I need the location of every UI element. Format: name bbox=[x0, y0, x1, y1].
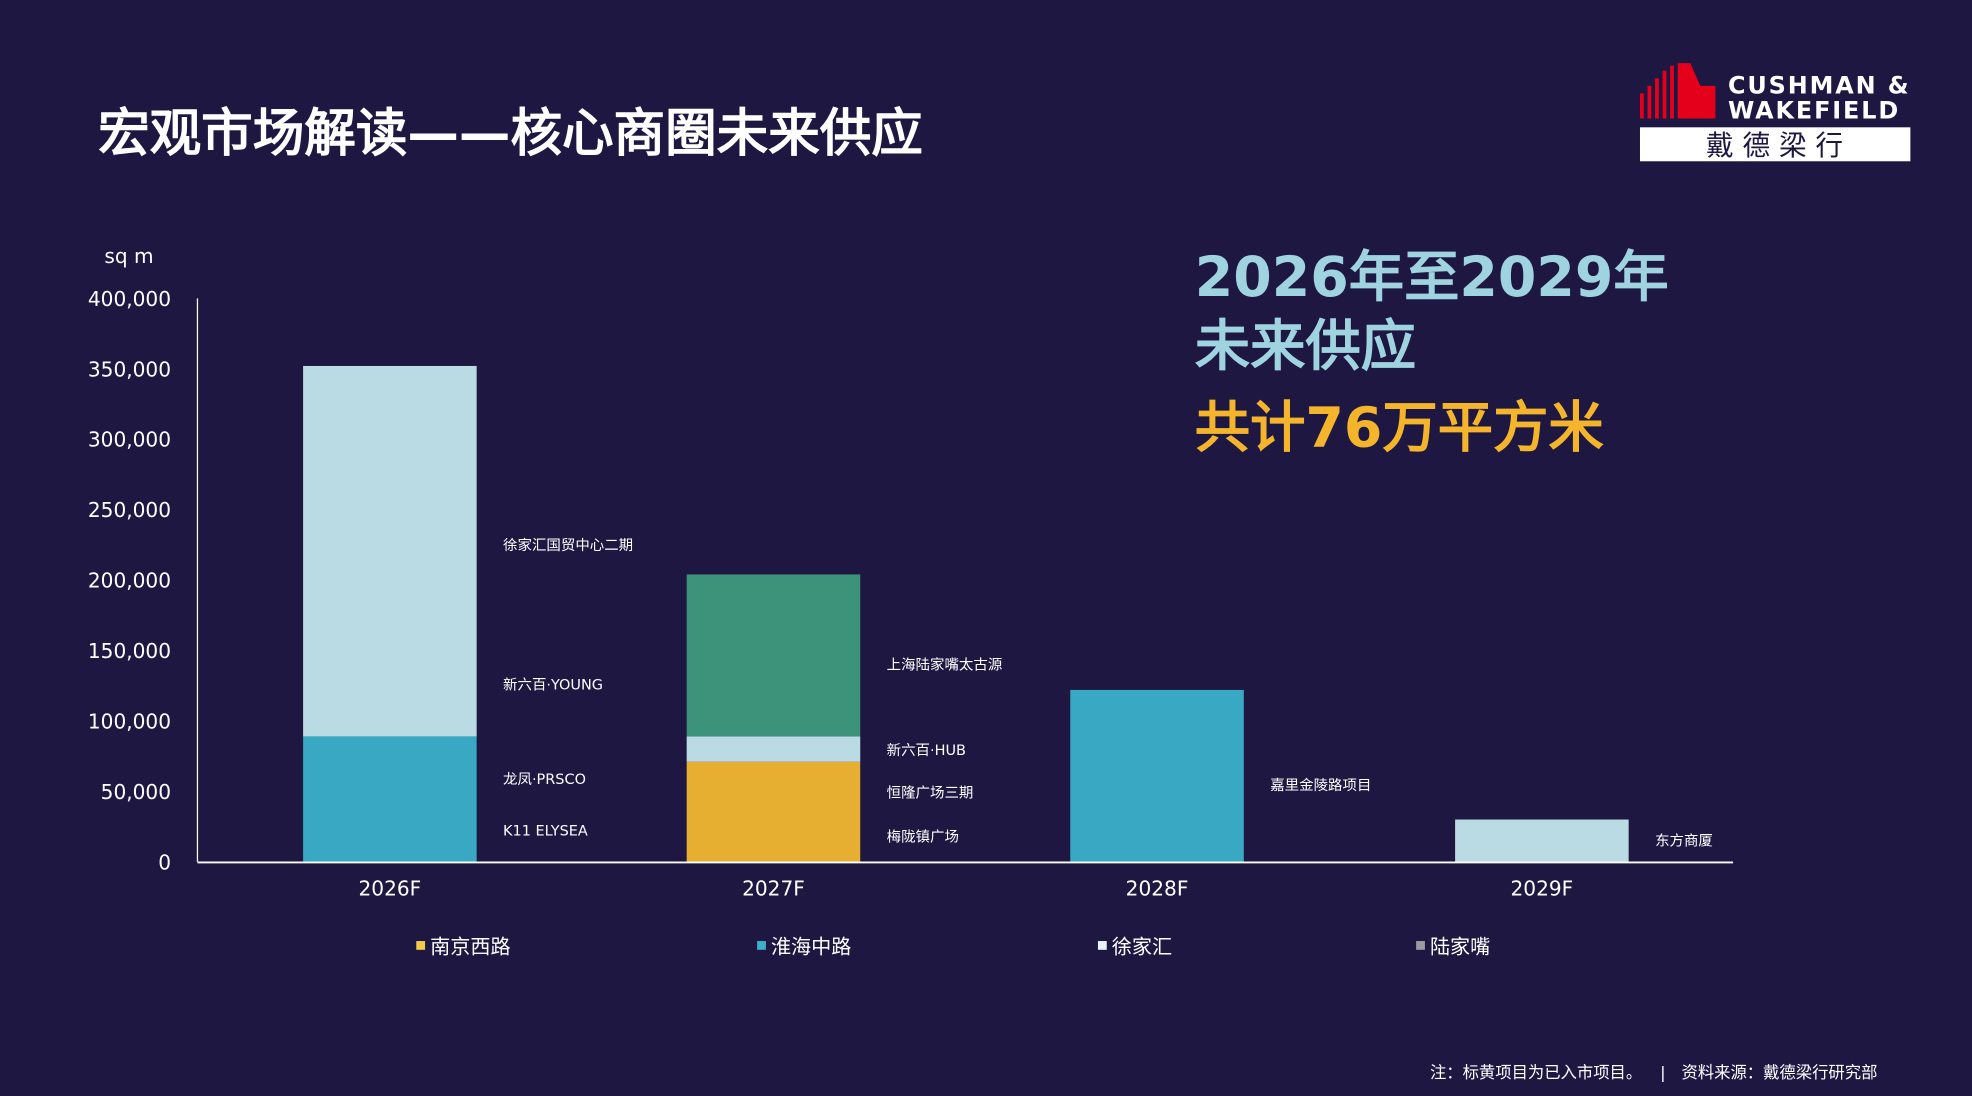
y-tick-label: 350,000 bbox=[88, 357, 171, 381]
bar-annotation: 新六百·HUB bbox=[887, 742, 966, 759]
bar-annotation: K11 ELYSEA bbox=[503, 823, 588, 839]
bar-segment-2027F-陆家嘴 bbox=[686, 574, 861, 737]
bar-annotation: 嘉里金陵路项目 bbox=[1270, 777, 1371, 794]
legend-item: 陆家嘴 bbox=[1416, 935, 1490, 959]
bar-annotation: 新六百·YOUNG bbox=[503, 676, 603, 693]
bar-segment-2027F-徐家汇 bbox=[686, 736, 861, 762]
headline-supply: 未来供应 bbox=[1195, 315, 1416, 379]
logo-text-cn: 戴 德 梁 行 bbox=[1706, 129, 1843, 162]
x-tick-label: 2029F bbox=[1511, 877, 1574, 901]
page-title: 宏观市场解读——核心商圈未来供应 bbox=[98, 104, 923, 164]
x-tick-label: 2028F bbox=[1126, 877, 1189, 901]
bar-annotation: 恒隆广场三期 bbox=[887, 785, 974, 802]
bar-segment-2026F-徐家汇 bbox=[303, 365, 477, 737]
legend-swatch bbox=[416, 941, 426, 950]
legend-swatch bbox=[1097, 941, 1107, 950]
y-tick-label: 250,000 bbox=[88, 498, 171, 522]
headline-years: 2026年至2029年 bbox=[1195, 246, 1669, 310]
bar-annotation: 徐家汇国贸中心二期 bbox=[503, 537, 633, 554]
y-tick-label: 300,000 bbox=[88, 428, 171, 452]
x-tick-label: 2027F bbox=[742, 877, 805, 901]
y-tick-label: 400,000 bbox=[88, 287, 171, 311]
legend-label: 南京西路 bbox=[430, 935, 510, 959]
bar-annotation: 龙凤·PRSCO bbox=[503, 771, 586, 788]
legend-label: 淮海中路 bbox=[771, 935, 851, 959]
y-tick-label: 0 bbox=[158, 850, 171, 874]
logo-text-line1: CUSHMAN & bbox=[1728, 71, 1910, 99]
legend-swatch bbox=[1416, 941, 1425, 950]
bar-annotation: 上海陆家嘴太古源 bbox=[887, 656, 1003, 673]
bar-segment-2028F-淮海中路 bbox=[1070, 689, 1244, 862]
bar-segment-2026F-淮海中路 bbox=[303, 736, 477, 862]
logo-building-icon bbox=[1639, 63, 1716, 119]
stacked-bar-chart: sq m 0 50,000 100,000 150,000 200,000 250,000… bbox=[88, 244, 1734, 959]
footnote-source: 资料来源：戴德梁行研究部 bbox=[1681, 1063, 1877, 1082]
legend-label: 徐家汇 bbox=[1112, 935, 1172, 959]
logo-text-line2: WAKEFIELD bbox=[1728, 97, 1900, 125]
y-tick-label: 200,000 bbox=[88, 569, 171, 593]
headline-total: 共计76万平方米 bbox=[1195, 397, 1605, 461]
y-tick-label: 50,000 bbox=[101, 780, 171, 804]
legend-item: 徐家汇 bbox=[1097, 935, 1172, 959]
legend-swatch bbox=[757, 941, 766, 950]
bar-segment-2029F-徐家汇 bbox=[1455, 819, 1629, 862]
y-tick-label: 100,000 bbox=[88, 709, 171, 733]
y-axis-label: sq m bbox=[104, 244, 153, 268]
legend-item: 淮海中路 bbox=[757, 935, 851, 959]
y-tick-label: 150,000 bbox=[88, 639, 171, 663]
footnote-separator: | bbox=[1660, 1063, 1666, 1082]
bar-annotation: 东方商厦 bbox=[1655, 832, 1713, 849]
bar-annotation: 梅陇镇广场 bbox=[887, 829, 959, 846]
bar-segment-2027F-南京西路 bbox=[686, 761, 861, 862]
footnote-note: 注：标黄项目为已入市项目。 bbox=[1430, 1063, 1642, 1082]
x-tick-label: 2026F bbox=[358, 877, 421, 901]
legend-label: 陆家嘴 bbox=[1430, 935, 1490, 959]
legend-item: 南京西路 bbox=[416, 935, 511, 959]
cushman-wakefield-logo: CUSHMAN & WAKEFIELD 戴 德 梁 行 bbox=[1639, 63, 1911, 162]
